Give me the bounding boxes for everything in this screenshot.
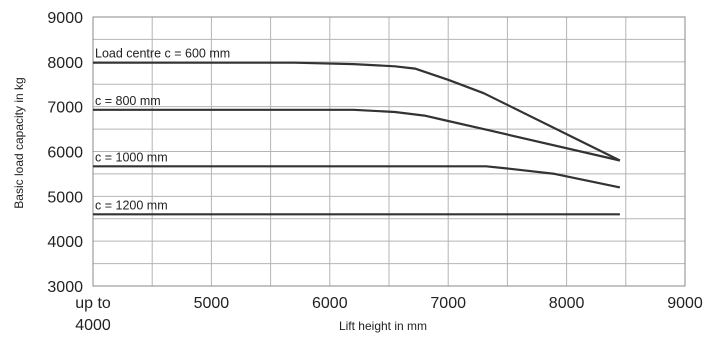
series-line-1 <box>93 61 621 162</box>
series-label-4: c = 1200 mm <box>95 198 168 212</box>
y-tick-label: 4000 <box>47 234 83 251</box>
x-axis-label: Lift height in mm <box>339 319 427 333</box>
plot-frame <box>92 16 686 287</box>
y-tick-label: 9000 <box>47 10 83 27</box>
series-label-1: Load centre c = 600 mm <box>95 47 230 61</box>
y-tick-label: 8000 <box>47 55 83 72</box>
x-tick-label: 8000 <box>549 295 585 312</box>
series-line-3 <box>93 165 621 189</box>
series-labels: Load centre c = 600 mm c = 800 mm c = 1000… <box>95 47 230 213</box>
x-tick-label: up to 4000 <box>75 295 111 334</box>
y-tick-label: 3000 <box>47 279 83 296</box>
x-tick-label: 6000 <box>312 295 348 312</box>
series-label-3: c = 1000 mm <box>95 150 168 164</box>
grid <box>93 17 685 286</box>
x-tick-labels: up to 4000 5000 6000 7000 8000 9000 <box>75 295 703 334</box>
y-tick-labels: 3000 4000 5000 6000 7000 8000 9000 <box>47 10 83 296</box>
y-axis-label: Basic load capacity in kg <box>12 77 26 208</box>
y-tick-label: 5000 <box>47 189 83 206</box>
x-tick-label: 9000 <box>667 295 703 312</box>
y-tick-label: 6000 <box>47 145 83 162</box>
series-label-2: c = 800 mm <box>95 94 161 108</box>
x-tick-label: 5000 <box>194 295 230 312</box>
y-tick-label: 7000 <box>47 100 83 117</box>
series-lines <box>93 61 621 216</box>
x-tick-label: 7000 <box>430 295 466 312</box>
series-line-2 <box>93 108 621 162</box>
